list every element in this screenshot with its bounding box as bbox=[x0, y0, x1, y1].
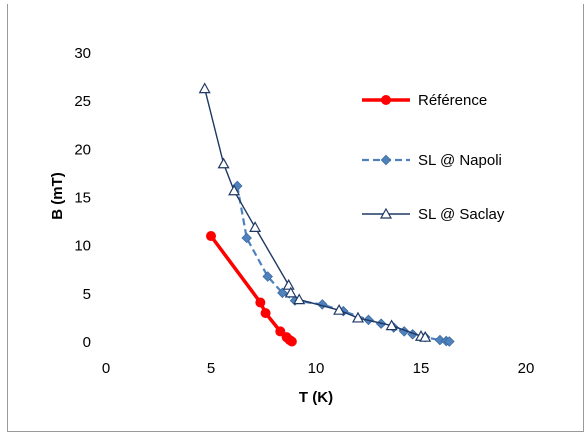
series-line bbox=[236, 185, 450, 343]
y-tick-label: 30 bbox=[74, 45, 91, 62]
legend-item: SL @ Saclay bbox=[362, 206, 505, 223]
legend-label: Référence bbox=[418, 92, 487, 109]
series-0 bbox=[206, 231, 297, 347]
y-tick-label: 0 bbox=[83, 334, 91, 351]
data-point bbox=[275, 326, 286, 337]
series-line bbox=[204, 88, 426, 338]
data-point bbox=[434, 334, 446, 346]
y-tick-label: 25 bbox=[74, 93, 91, 110]
data-point bbox=[260, 308, 271, 319]
data-point bbox=[351, 311, 365, 323]
data-point bbox=[282, 278, 295, 290]
data-point bbox=[317, 299, 328, 310]
data-point bbox=[444, 336, 455, 347]
legend-marker bbox=[380, 154, 392, 166]
series-2 bbox=[198, 82, 432, 342]
data-point bbox=[293, 293, 306, 305]
axes: 0 5 10 15 20 0 5 10 15 20 25 30 bbox=[74, 45, 534, 377]
data-point bbox=[262, 271, 273, 282]
legend-item: SL @ Napoli bbox=[362, 152, 502, 169]
y-axis-title: B (mT) bbox=[49, 172, 66, 220]
data-point bbox=[333, 303, 346, 315]
data-point bbox=[284, 286, 297, 298]
x-tick-label: 10 bbox=[308, 360, 325, 377]
x-tick-label: 20 bbox=[518, 360, 535, 377]
y-tick-label: 5 bbox=[83, 286, 91, 303]
data-point bbox=[385, 319, 398, 331]
legend-item: Référence bbox=[362, 92, 487, 109]
data-point bbox=[286, 336, 297, 347]
y-tick-label: 10 bbox=[74, 238, 91, 255]
y-tick-label: 20 bbox=[74, 141, 91, 158]
chart-frame bbox=[7, 4, 584, 432]
data-point bbox=[255, 297, 266, 308]
data-point bbox=[228, 184, 241, 196]
data-point bbox=[277, 287, 288, 299]
x-tick-label: 5 bbox=[207, 360, 215, 377]
legend-label: SL @ Saclay bbox=[418, 206, 505, 223]
data-point bbox=[398, 326, 410, 337]
x-tick-label: 15 bbox=[413, 360, 430, 377]
data-point bbox=[249, 221, 262, 232]
legend-marker bbox=[381, 95, 391, 105]
data-point bbox=[241, 232, 252, 244]
legend: Référence SL @ Napoli SL @ Saclay bbox=[362, 92, 505, 223]
x-axis-title: T (K) bbox=[299, 389, 333, 406]
legend-marker bbox=[379, 207, 393, 219]
data-point bbox=[217, 157, 230, 169]
x-tick-label: 0 bbox=[102, 360, 110, 377]
series-layer bbox=[198, 82, 455, 347]
data-point bbox=[198, 82, 211, 94]
data-point bbox=[206, 231, 216, 242]
legend-label: SL @ Napoli bbox=[418, 152, 502, 169]
y-tick-label: 15 bbox=[74, 190, 91, 207]
data-point bbox=[419, 330, 432, 342]
